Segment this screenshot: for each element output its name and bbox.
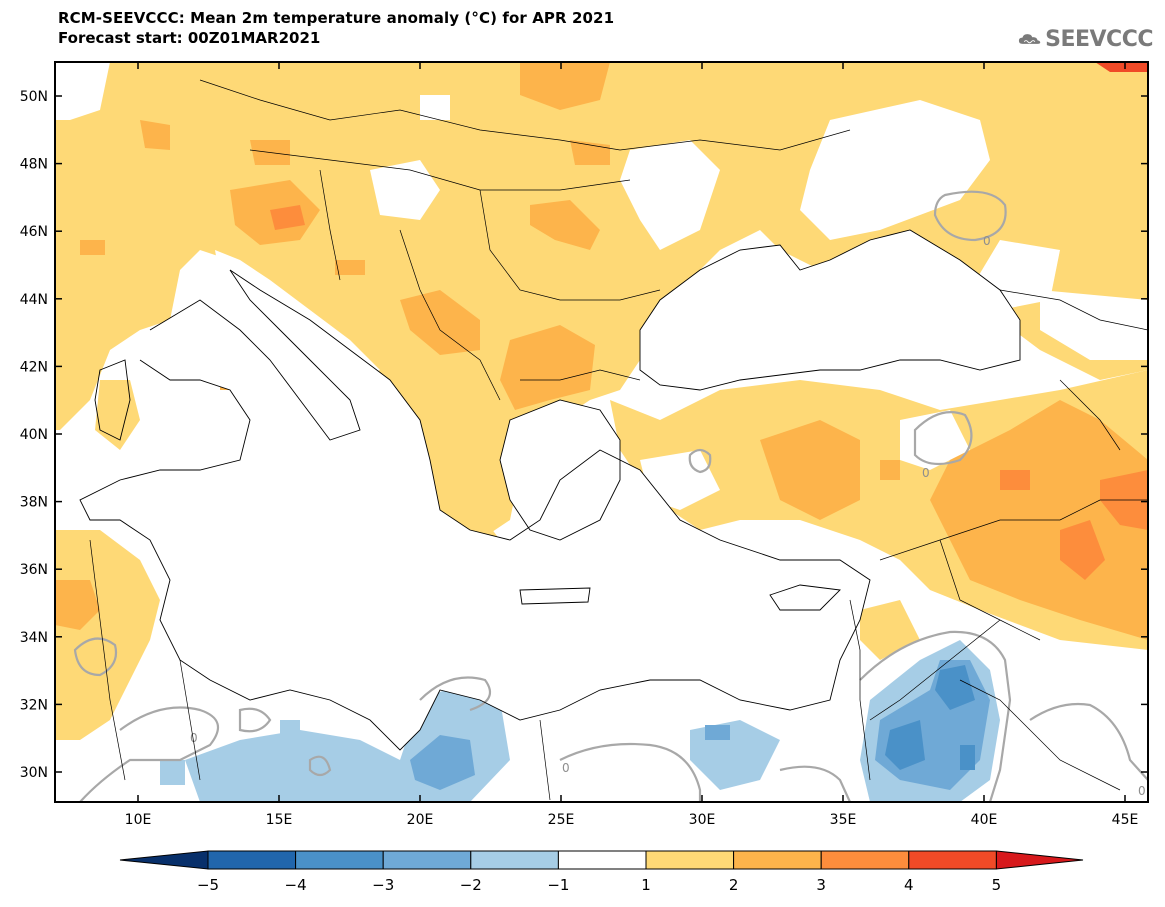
colorbar-label: 3 (816, 876, 826, 894)
lat-label: 44N (20, 292, 48, 308)
colorbar-swatch (908, 850, 997, 870)
anomaly-neutral (55, 62, 1148, 510)
lon-label: 35E (830, 812, 857, 828)
colorbar-label: 4 (904, 876, 914, 894)
lat-label: 50N (20, 89, 48, 105)
map-frame (54, 61, 1149, 803)
colorbar: −5 −4 −3 −2 −1 1 2 3 4 5 (119, 850, 1084, 894)
lon-label: 25E (548, 812, 575, 828)
colorbar-swatch (557, 850, 647, 870)
contour-label: 0 (983, 234, 991, 248)
lat-label: 40N (20, 427, 48, 443)
cloud-icon (1018, 34, 1041, 44)
lat-label: 42N (20, 359, 48, 375)
colorbar-label: −3 (372, 876, 394, 894)
logo-text: SEEVCCC (1045, 26, 1153, 52)
colorbar-label: 5 (992, 876, 1002, 894)
map-field: 0 0 0 0 0 (55, 62, 1148, 802)
colorbar-swatch (820, 850, 910, 870)
anomaly-minus-3-4 (885, 665, 975, 770)
borders (89, 79, 1148, 801)
colorbar-label: −1 (547, 876, 569, 894)
colorbar-swatch (207, 850, 297, 870)
map-title: RCM-SEEVCCC: Mean 2m temperature anomaly… (58, 9, 615, 27)
colorbar-label: −5 (197, 876, 219, 894)
latitude-axis: 50N 48N 46N 44N 42N 40N 38N 36N 34N 32N 30N (20, 89, 1148, 781)
colorbar-label: 2 (729, 876, 739, 894)
forecast-start: Forecast start: 00Z01MAR2021 (58, 29, 321, 47)
lat-label: 46N (20, 224, 48, 240)
colorbar-label: −4 (285, 876, 307, 894)
lat-label: 30N (20, 765, 48, 781)
sea-mask (80, 230, 1020, 750)
contour-label: 0 (922, 466, 930, 480)
contour-label: 0 (562, 761, 570, 775)
seevccc-logo: SEEVCCC (1018, 22, 1153, 56)
colorbar-swatch (382, 850, 472, 870)
lat-label: 48N (20, 157, 48, 173)
lat-label: 36N (20, 562, 48, 578)
contour-label: 0 (1138, 784, 1146, 798)
colorbar-swatch (119, 850, 209, 870)
lat-label: 34N (20, 630, 48, 646)
colorbar-swatch (645, 850, 735, 870)
colorbar-swatch (295, 850, 384, 870)
zero-contours (73, 190, 1148, 802)
lon-label: 10E (125, 812, 152, 828)
colorbar-label: −2 (460, 876, 482, 894)
lon-label: 45E (1112, 812, 1139, 828)
lon-label: 30E (689, 812, 716, 828)
lat-label: 32N (20, 697, 48, 713)
contour-label: 0 (190, 731, 198, 745)
anomaly-4-5 (1095, 62, 1148, 72)
lon-label: 15E (266, 812, 293, 828)
colorbar-swatch (995, 850, 1084, 870)
colorbar-swatch (733, 850, 822, 870)
colorbar-swatch (470, 850, 559, 870)
lon-label: 40E (971, 812, 998, 828)
anomaly-2-3 (55, 62, 1148, 640)
coastlines (79, 229, 1021, 751)
lon-label: 20E (407, 812, 434, 828)
colorbar-label: 1 (641, 876, 651, 894)
longitude-axis: 10E 15E 20E 25E 30E 35E 40E 45E (125, 62, 1139, 828)
lat-label: 38N (20, 495, 48, 511)
